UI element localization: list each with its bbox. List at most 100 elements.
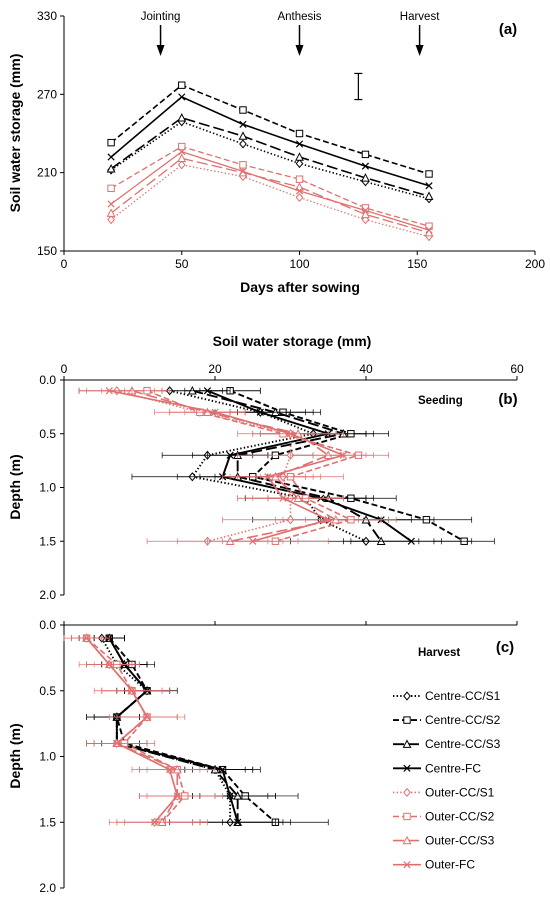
panel-c-point-marker: [143, 713, 151, 721]
legend-entry-label: Centre-CC/S2: [425, 713, 501, 727]
panel-a-point-marker: [361, 215, 370, 225]
panel-c: Depth (m) (c) Harvest 0.0 0.5 1.0 1.5 2.0: [7, 618, 518, 895]
legend-entry-label: Outer-CC/S3: [425, 834, 495, 848]
panel-a-event-label: Harvest: [400, 11, 440, 23]
panel-c-y-tick-label: 1.5: [39, 815, 56, 829]
panel-a-series-line: [110, 151, 430, 231]
panel-c-point-marker: [234, 818, 242, 826]
panel-a-point-marker: [295, 129, 304, 138]
panel-b-series-line: [109, 389, 346, 543]
panel-b-point-marker: [264, 473, 272, 481]
panel-c-point-marker: [150, 818, 159, 826]
panel-a-point-marker: [177, 153, 187, 163]
panel-a-point-marker: [361, 162, 370, 170]
panel-a-point-marker: [239, 120, 247, 128]
panel-b-point-marker: [203, 387, 212, 395]
panel-a-point-marker: [178, 93, 186, 101]
legend-marker: [403, 764, 411, 772]
panel-c-y-tick-label: 0.0: [39, 618, 56, 632]
panel-a-x-tick-label: 200: [525, 257, 545, 271]
panel-a-series-line: [110, 116, 430, 197]
panel-c-series-line: [108, 637, 277, 823]
panel-c-series-line: [86, 637, 179, 823]
panel-a-point-marker: [239, 139, 247, 149]
panel-b-point-marker: [286, 430, 295, 438]
panel-a-series-line: [110, 157, 430, 234]
legend-marker: [403, 691, 411, 701]
panel-b-x-tick-label: 60: [510, 362, 524, 376]
panel-a-series-line: [110, 164, 430, 238]
panel-b-y-tick-label: 1.0: [39, 481, 56, 495]
panel-c-point-marker: [173, 792, 181, 800]
legend-entry-label: Outer-CC/S2: [425, 810, 495, 824]
legend-marker: [402, 739, 412, 748]
panel-c-point-marker: [226, 792, 234, 800]
panel-c-point-marker: [113, 739, 121, 747]
panel-a-series-line: [110, 84, 430, 175]
panel-a-point-marker: [107, 200, 115, 208]
panel-b-point-marker: [226, 451, 234, 459]
panel-a-point-marker: [295, 192, 304, 203]
panel-a-point-marker: [107, 184, 115, 193]
panel-c-label: (c): [496, 639, 514, 656]
legend-marker: [402, 835, 412, 845]
panel-a-series-line: [110, 120, 430, 200]
panel-a-event-label: Jointing: [141, 11, 181, 23]
panel-c-point-marker: [128, 687, 136, 695]
panel-a-point-marker: [177, 160, 186, 170]
panel-b-y-tick-label: 1.5: [39, 534, 56, 548]
panel-b-x-tick-label: 0: [61, 362, 68, 376]
panel-a-point-marker: [106, 163, 116, 173]
panel-a-event-arrow-head: [415, 45, 424, 56]
panel-c-series-line: [86, 637, 186, 823]
panel-c-point-marker: [166, 766, 174, 774]
legend-marker: [403, 812, 411, 821]
panel-a-point-marker: [295, 140, 304, 148]
panel-a-point-marker: [239, 106, 247, 114]
panel-a-x-tick-label: 0: [61, 257, 68, 271]
legend-marker: [403, 861, 411, 869]
panel-a-point-marker: [107, 138, 115, 147]
panel-b-label: (b): [498, 391, 517, 408]
panel-a-point-marker: [295, 158, 304, 169]
panel-b-annotation: Seeding: [418, 395, 463, 407]
panel-b-point-marker: [211, 408, 219, 416]
panel-b-series-line: [229, 389, 465, 543]
panel-a-x-tick-label: 100: [289, 257, 309, 271]
panel-a-point-marker: [238, 131, 248, 140]
panel-b-x-tick-label: 20: [208, 362, 222, 376]
panel-a-point-marker: [424, 191, 434, 200]
panel-a-point-marker: [295, 187, 304, 195]
panel-a-point-marker: [178, 148, 186, 156]
panel-a-point-marker: [239, 167, 247, 175]
panel-b-y-tick-label: 0.5: [39, 427, 56, 441]
panel-a-y-tick-label: 210: [37, 166, 57, 180]
panel-c-point-marker: [105, 660, 113, 669]
panel-a-point-marker: [361, 150, 370, 159]
panel-a-point-marker: [425, 170, 433, 178]
panel-a-y-tick-label: 270: [37, 87, 57, 101]
panel-a-series-line: [110, 96, 430, 187]
panel-b: Soil water storage (mm) Depth (m) (b) Se…: [7, 333, 524, 602]
legend-entry-label: Centre-CC/S1: [425, 689, 501, 703]
panel-a-point-marker: [361, 209, 370, 219]
panel-a-ylabel: Soil water storage (mm): [7, 54, 23, 213]
panel-b-series-line: [207, 389, 412, 543]
panel-c-y-tick-label: 1.0: [39, 750, 56, 764]
panel-b-series-line: [131, 389, 339, 543]
panel-a-label: (a): [499, 21, 517, 38]
panel-c-ylabel: Depth (m): [7, 723, 23, 788]
panel-a-point-marker: [295, 152, 304, 161]
panel-b-y-tick-label: 2.0: [39, 588, 56, 602]
panel-a-point-marker: [107, 215, 115, 225]
panel-b-series-line: [192, 389, 382, 542]
panel-a: Soil water storage (mm) Days after sowin…: [7, 9, 545, 295]
panel-a-point-marker: [178, 142, 186, 151]
panel-c-y-tick-label: 0.5: [39, 684, 56, 698]
panel-a-y-tick-label: 330: [37, 9, 57, 23]
panel-a-point-marker: [107, 153, 115, 161]
panel-a-event-label: Anthesis: [277, 11, 321, 23]
panel-a-series-line: [110, 145, 430, 227]
legend-entry-label: Centre-FC: [425, 761, 481, 775]
panel-b-y-tick-label: 0.0: [39, 373, 56, 387]
